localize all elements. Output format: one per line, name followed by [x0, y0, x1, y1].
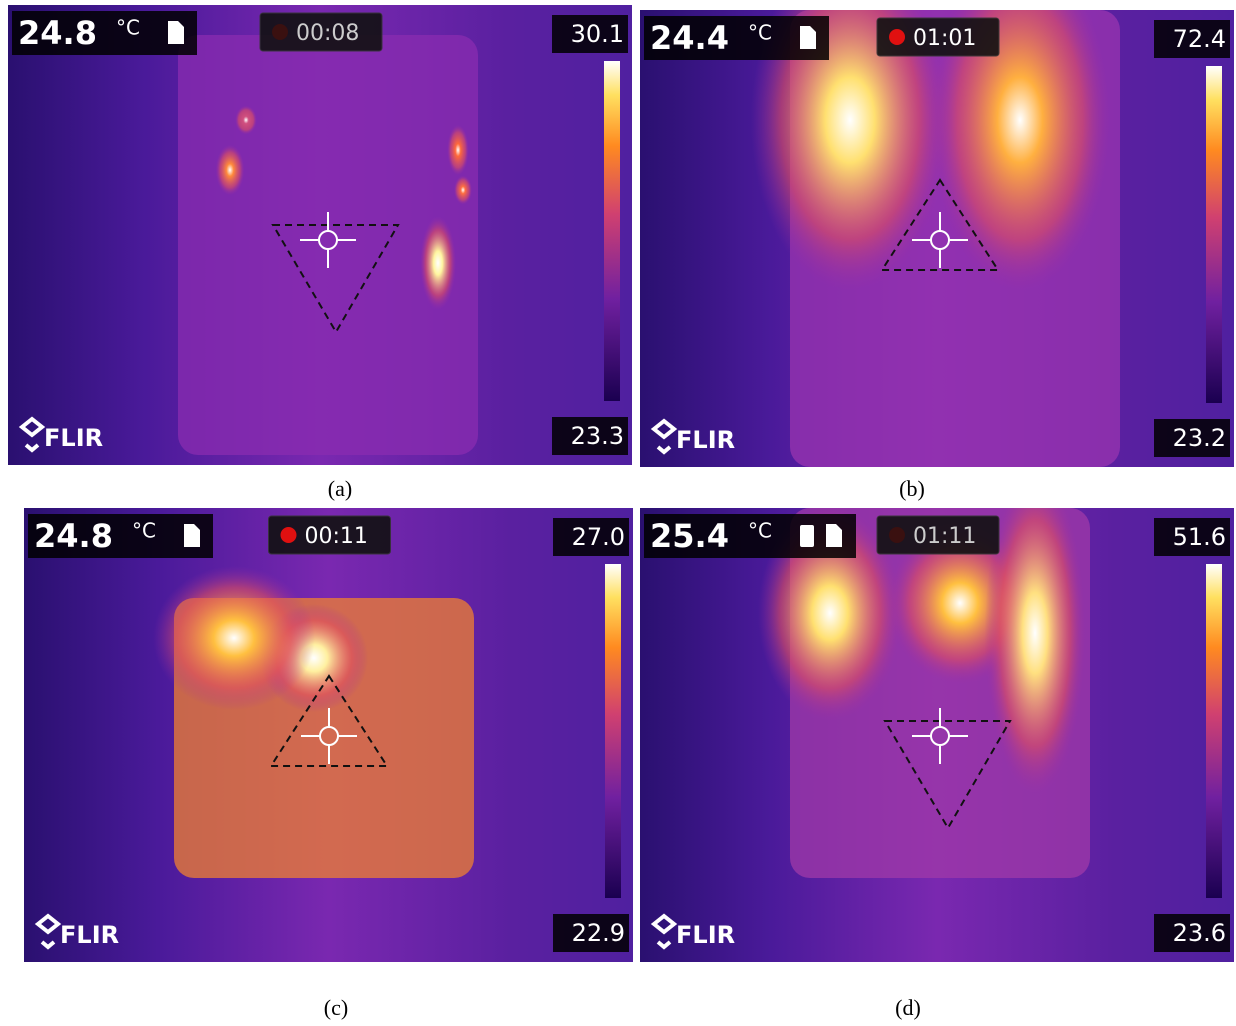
color-bar — [1206, 66, 1222, 403]
scale-min: 22.9 — [572, 919, 625, 947]
scale-max: 27.0 — [572, 523, 625, 551]
record-dot — [889, 527, 905, 543]
spot-temperature: 25.4 — [650, 517, 729, 555]
thermal-image: 24.4 °C 01:01 72.4 23.2 FLIR — [640, 10, 1234, 467]
unit: °C — [132, 519, 156, 543]
thermal-image: 24.8 °C 00:11 27.0 22.9 FLIR — [24, 508, 633, 962]
color-bar — [604, 61, 620, 401]
scale-max: 51.6 — [1173, 523, 1226, 551]
scale-min: 23.6 — [1173, 919, 1226, 947]
unit: °C — [748, 519, 772, 543]
hot-spot — [235, 106, 257, 135]
caption: (a) — [300, 476, 380, 502]
scale-min: 23.3 — [571, 422, 624, 450]
spot-temperature: 24.4 — [650, 19, 729, 57]
caption: (d) — [868, 995, 948, 1021]
timer: 00:08 — [296, 21, 359, 46]
caption: (c) — [296, 995, 376, 1021]
timer: 01:01 — [913, 26, 976, 51]
hot-spot — [454, 176, 472, 205]
hot-spot — [420, 216, 456, 310]
color-bar — [605, 564, 621, 898]
hot-spot — [216, 145, 245, 195]
record-dot — [272, 24, 288, 40]
spot-temperature: 24.8 — [18, 14, 97, 52]
hot-spot — [447, 125, 469, 175]
thermal-image: 24.8 °C 00:08 30.1 23.3 FLIR — [8, 5, 632, 465]
scale-max: 30.1 — [571, 20, 624, 48]
caption: (b) — [872, 476, 952, 502]
logo: FLIR — [60, 921, 119, 949]
scale-max: 72.4 — [1173, 25, 1226, 53]
scale-min: 23.2 — [1173, 424, 1226, 452]
hot-spot — [153, 566, 315, 710]
record-dot — [889, 29, 905, 45]
timer: 01:11 — [913, 524, 976, 549]
unit: °C — [748, 21, 772, 45]
color-bar — [1206, 564, 1222, 898]
unit: °C — [116, 16, 140, 40]
timer: 00:11 — [305, 524, 368, 549]
logo: FLIR — [44, 424, 103, 452]
logo: FLIR — [676, 426, 735, 454]
thermal-image: 25.4 °C 01:11 51.6 23.6 FLIR — [640, 508, 1234, 962]
battery-icon — [800, 525, 814, 547]
page: {"panels": [ {"spot_temp": "24.8", "unit… — [0, 0, 1236, 1026]
logo: FLIR — [676, 921, 735, 949]
record-dot — [281, 527, 297, 543]
spot-temperature: 24.8 — [34, 517, 113, 555]
